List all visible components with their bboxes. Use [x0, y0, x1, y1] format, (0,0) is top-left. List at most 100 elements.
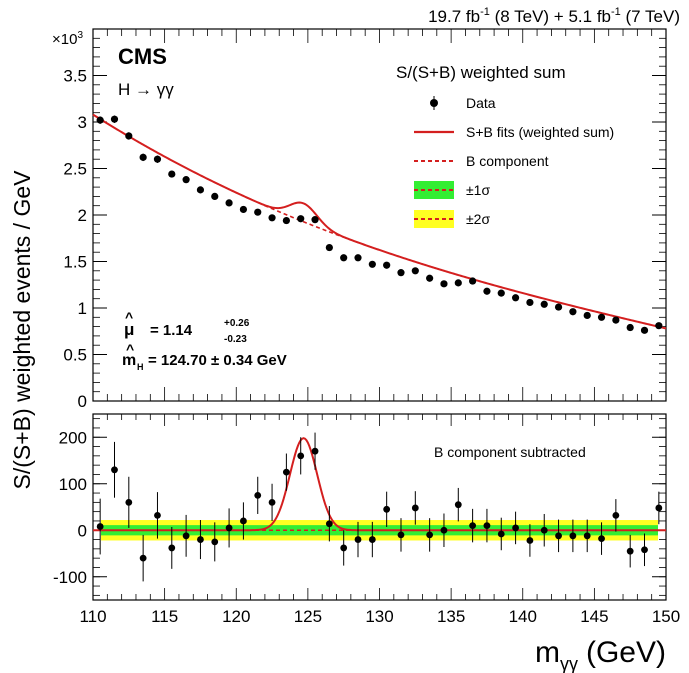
y-multiplier: ×103	[52, 30, 83, 48]
ratio-data-point	[197, 536, 204, 543]
main-frame	[92, 28, 667, 402]
main-data-point	[597, 313, 606, 321]
main-data-point	[168, 170, 176, 178]
legend: Data S+B fits (weighted sum) B component ±1…	[414, 95, 614, 228]
main-data-point	[383, 261, 391, 269]
main-data-point	[96, 116, 104, 124]
y-axis-label: S/(S+B) weighted events / GeV	[9, 170, 35, 490]
main-data-point	[497, 289, 505, 297]
ratio-data-point	[368, 536, 376, 543]
sb-fit-curve	[92, 113, 667, 330]
main-data-point	[526, 298, 534, 307]
ratio-data-point	[340, 544, 348, 552]
channel-label: H → γγ	[118, 80, 174, 99]
main-ticks: 0 0.5 1 1.5 2 2.5 3 3.5	[63, 29, 667, 411]
ratio-data-point	[483, 522, 491, 529]
ratio-y-tick-label: 0	[78, 521, 87, 540]
ratio-data-point	[325, 520, 333, 528]
main-panel: 0 0.5 1 1.5 2 2.5 3 3.5 CMS H → γγ S/(S+B) weig…	[63, 28, 667, 411]
main-y-tick-label: 1	[78, 299, 87, 318]
ratio-data-point	[268, 498, 276, 506]
main-data-point	[612, 316, 620, 324]
ratio-data-point	[411, 504, 419, 512]
main-data-point	[640, 326, 649, 334]
main-y-tick-label: 2	[78, 206, 87, 225]
main-data-point	[282, 216, 290, 225]
ratio-data-point	[211, 538, 219, 546]
mh-hat-caret: ^	[126, 341, 134, 357]
ratio-data-point	[583, 532, 591, 540]
main-y-tick-label: 0.5	[63, 346, 87, 365]
experiment-label: CMS	[118, 44, 167, 69]
main-y-tick-label: 0	[78, 392, 87, 411]
main-data-point	[540, 300, 548, 308]
main-data-point	[626, 323, 634, 332]
main-data-point	[569, 308, 577, 316]
main-data-point	[182, 176, 190, 184]
x-tick-label: 145	[580, 607, 608, 626]
ratio-data-point	[354, 536, 362, 543]
ratio-data-points	[96, 432, 663, 582]
x-tick-label: 125	[294, 607, 322, 626]
main-y-tick-label: 2.5	[63, 160, 87, 179]
main-data-point	[153, 155, 162, 163]
main-data-point	[554, 303, 563, 311]
ratio-data-point	[626, 547, 634, 555]
ratio-data-point	[612, 511, 620, 519]
x-tick-label: 130	[365, 607, 393, 626]
x-tick-label: 115	[151, 607, 178, 626]
main-data-point	[239, 205, 248, 214]
legend-title: S/(S+B) weighted sum	[396, 63, 566, 82]
main-data-point	[254, 208, 262, 216]
ratio-data-point	[426, 531, 434, 539]
main-data-point	[211, 192, 219, 200]
ratio-data-point	[125, 498, 133, 506]
legend-label: ±1σ	[466, 182, 490, 198]
ratio-data-point	[397, 531, 405, 539]
legend-marker	[430, 99, 438, 107]
legend-label: S+B fits (weighted sum)	[466, 124, 614, 140]
ratio-y-tick-label: -100	[53, 568, 87, 587]
main-data-point	[354, 254, 362, 262]
main-data-point	[483, 287, 491, 295]
ratio-data-point	[540, 526, 548, 534]
main-data-point	[311, 216, 319, 224]
ratio-y-tick-label: 200	[59, 428, 87, 447]
b-component-line	[194, 171, 380, 251]
legend-label: B component	[466, 153, 549, 169]
main-data-point	[397, 269, 405, 277]
mh-hat-sub: H	[137, 362, 144, 372]
ratio-data-point	[168, 544, 176, 552]
mu-hat-symbol: μ	[124, 320, 134, 339]
main-data-point	[426, 274, 434, 282]
ratio-data-point	[154, 511, 161, 519]
main-data-point	[297, 215, 305, 223]
legend-label: ±2σ	[466, 211, 490, 227]
mh-hat-annotation: ^ m H = 124.70 ± 0.34 GeV	[122, 341, 287, 372]
main-y-tick-label: 1.5	[63, 253, 87, 272]
ratio-data-point	[440, 526, 448, 534]
main-data-point	[440, 280, 448, 288]
main-data-point	[268, 214, 276, 222]
main-y-tick-label: 3	[78, 113, 87, 132]
main-data-point	[454, 279, 462, 287]
main-data-points	[96, 115, 663, 334]
mu-hat-caret: ^	[125, 309, 133, 325]
main-data-point	[655, 322, 663, 330]
mu-hat-down: -0.23	[224, 334, 247, 345]
ratio-data-point	[469, 522, 477, 529]
mh-hat-value: = 124.70 ± 0.34 GeV	[148, 352, 287, 369]
ratio-data-point	[182, 532, 190, 540]
ratio-data-point	[139, 554, 147, 562]
main-data-point	[125, 132, 133, 140]
ratio-data-point	[297, 452, 305, 460]
ratio-data-point	[598, 535, 605, 543]
ratio-data-point	[254, 491, 262, 499]
ratio-data-point	[569, 532, 577, 540]
ratio-data-point	[641, 546, 648, 554]
bottom-annotation: B component subtracted	[434, 444, 586, 460]
mu-hat-value: = 1.14	[150, 322, 193, 339]
ratio-data-point	[526, 537, 534, 544]
main-data-point	[340, 254, 348, 262]
